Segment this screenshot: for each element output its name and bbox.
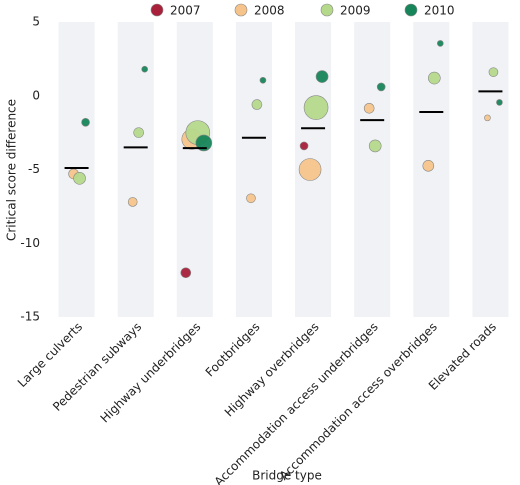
data-point — [488, 67, 499, 77]
category-band — [58, 22, 95, 317]
legend-marker — [234, 3, 248, 17]
legend-marker — [404, 3, 418, 17]
data-point — [376, 82, 386, 92]
data-point — [195, 134, 213, 152]
x-tick-label: Footbridges — [203, 320, 263, 380]
x-tick-label: Highway underbridges — [98, 320, 204, 426]
data-point — [141, 65, 148, 73]
y-tick-label: -10 — [20, 236, 40, 250]
y-axis-title: Critical score difference — [5, 99, 19, 241]
legend-label: 2009 — [340, 4, 371, 18]
category-band — [176, 22, 213, 317]
data-point — [246, 193, 256, 204]
data-point — [496, 99, 503, 106]
data-point — [251, 99, 263, 110]
data-point — [363, 102, 375, 114]
data-point — [180, 267, 192, 279]
data-point — [298, 158, 322, 181]
y-tick-label: 5 — [32, 15, 40, 29]
data-point — [299, 141, 309, 151]
data-point — [428, 71, 441, 85]
legend-label: 2010 — [424, 4, 455, 18]
y-tick-label: 0 — [32, 88, 40, 102]
data-point — [127, 197, 138, 207]
data-point — [133, 127, 144, 138]
data-point — [368, 139, 382, 153]
category-band — [472, 22, 509, 317]
legend-label: 2008 — [254, 4, 285, 18]
category-band — [117, 22, 154, 317]
data-point — [484, 114, 491, 122]
y-tick-label: -5 — [28, 162, 40, 176]
data-point — [73, 172, 86, 185]
data-point — [422, 160, 435, 172]
data-point — [303, 95, 329, 120]
data-point — [315, 70, 329, 83]
category-band — [354, 22, 391, 317]
data-point — [437, 40, 444, 47]
y-tick-label: -15 — [20, 310, 40, 324]
legend-marker — [150, 3, 164, 17]
legend-label: 2007 — [170, 4, 201, 18]
data-point — [81, 118, 90, 127]
x-axis-title: Bridge type — [252, 469, 322, 483]
data-point — [259, 76, 267, 84]
legend-marker — [320, 3, 334, 17]
category-band — [235, 22, 272, 317]
